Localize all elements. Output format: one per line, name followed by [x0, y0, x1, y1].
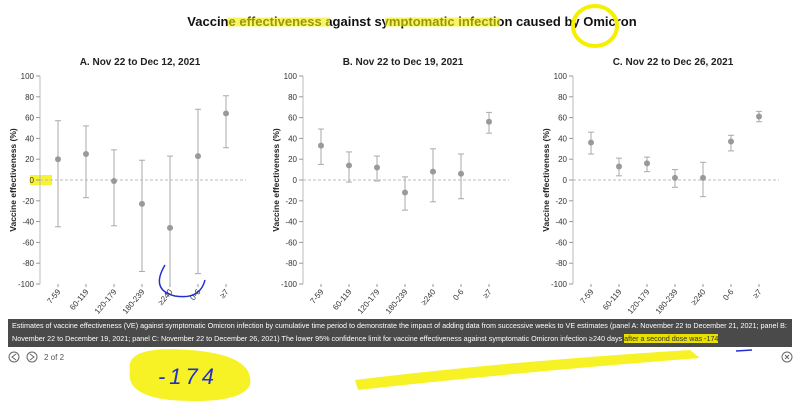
- y-tick-label: 60: [558, 114, 567, 123]
- y-tick-label: 80: [25, 93, 34, 102]
- y-tick-label: 40: [25, 134, 34, 143]
- point: [402, 189, 408, 196]
- x-tick-label: ≥240: [156, 287, 175, 307]
- y-tick-label: 20: [25, 155, 34, 164]
- y-tick-label: 60: [25, 114, 34, 123]
- caption-highlight: after a second dose was -174: [624, 333, 719, 343]
- error-bar-group: [111, 149, 117, 227]
- y-tick-label: -80: [22, 259, 34, 268]
- y-tick-label: -20: [285, 197, 297, 206]
- point: [756, 113, 762, 120]
- error-bar-group: [430, 148, 436, 203]
- y-tick-label: -100: [551, 280, 568, 289]
- x-tick-label: 180-239: [121, 287, 147, 316]
- x-tick-label: ≥240: [419, 287, 438, 307]
- y-tick-label: 40: [288, 134, 297, 143]
- caption: Estimates of vaccine effectiveness (VE) …: [8, 319, 792, 347]
- point: [644, 160, 650, 167]
- error-bar-group: [83, 125, 89, 199]
- y-tick-label: -40: [285, 218, 297, 227]
- x-tick-label: 180-239: [384, 287, 410, 316]
- panel-title: B. Nov 22 to Dec 19, 2021: [343, 57, 464, 68]
- x-tick-label: 60-119: [601, 287, 624, 312]
- x-tick-label: 120-179: [626, 287, 652, 316]
- panel: A. Nov 22 to Dec 12, 2021 Vaccine effecti…: [8, 57, 246, 316]
- y-tick-label: 60: [288, 114, 297, 123]
- y-tick-label: -100: [18, 280, 35, 289]
- point: [374, 164, 380, 171]
- x-tick-label: 120-179: [356, 287, 382, 316]
- x-tick-label: 120-179: [93, 287, 119, 316]
- y-tick-label: 20: [288, 155, 297, 164]
- y-tick-label: -20: [555, 197, 567, 206]
- y-tick-label: 40: [558, 134, 567, 143]
- point: [83, 151, 89, 157]
- error-bar-group: [167, 155, 173, 284]
- y-tick-label: 100: [554, 72, 568, 81]
- y-tick-label: -60: [555, 238, 567, 247]
- x-tick-label: 7-59: [578, 287, 596, 305]
- point: [672, 174, 678, 181]
- point: [430, 168, 436, 175]
- x-tick-label: ≥240: [689, 287, 708, 307]
- y-tick-label: 100: [21, 72, 35, 81]
- point: [728, 138, 734, 145]
- error-bar-group: [139, 159, 145, 273]
- point: [346, 162, 352, 169]
- y-tick-label: -80: [285, 259, 297, 268]
- x-tick-label: 180-239: [654, 287, 680, 316]
- panel-title: C. Nov 22 to Dec 26, 2021: [613, 57, 734, 68]
- x-tick-label: 0-6: [451, 287, 466, 302]
- point: [167, 224, 173, 231]
- panel-title: A. Nov 22 to Dec 12, 2021: [80, 57, 201, 68]
- annotation-circle: [158, 264, 206, 298]
- error-bar-group: [55, 120, 61, 228]
- x-tick-label: 60-119: [331, 287, 354, 312]
- point: [111, 178, 117, 185]
- y-axis-label: Vaccine effectiveness (%): [541, 128, 551, 232]
- y-tick-label: 80: [288, 93, 297, 102]
- panel: B. Nov 22 to Dec 19, 2021 Vaccine effecti…: [271, 57, 509, 316]
- y-tick-label: -80: [555, 259, 567, 268]
- point: [139, 200, 145, 207]
- x-tick-label: ≥7: [481, 287, 494, 300]
- y-axis-label: Vaccine effectiveness (%): [271, 128, 281, 232]
- error-bar-group: [223, 95, 229, 149]
- x-tick-label: 7-59: [308, 287, 326, 305]
- y-tick-label: -60: [285, 238, 297, 247]
- panel: C. Nov 22 to Dec 26, 2021 Vaccine effecti…: [541, 57, 779, 316]
- x-tick-label: ≥7: [218, 287, 231, 300]
- point: [700, 174, 706, 181]
- point: [318, 142, 324, 149]
- error-bar-group: [195, 108, 201, 275]
- y-tick-label: 20: [558, 155, 567, 164]
- y-tick-label: -40: [22, 218, 34, 227]
- annotation-circle: [571, 4, 619, 48]
- y-tick-label: 0: [563, 176, 568, 185]
- x-tick-label: 0-6: [721, 287, 736, 302]
- point: [195, 153, 201, 160]
- y-tick-label: -60: [22, 238, 34, 247]
- y-tick-label: 0: [293, 176, 298, 185]
- y-tick-label: -20: [22, 197, 34, 206]
- y-tick-label: 0: [30, 176, 35, 185]
- y-tick-label: 100: [284, 72, 298, 81]
- point: [55, 156, 61, 163]
- y-axis-label: Vaccine effectiveness (%): [8, 128, 18, 232]
- y-tick-label: -100: [281, 280, 298, 289]
- x-tick-label: 7-59: [45, 287, 63, 305]
- point: [486, 118, 492, 125]
- y-tick-label: 80: [558, 93, 567, 102]
- point: [223, 110, 229, 117]
- point: [458, 170, 464, 177]
- y-tick-label: -40: [555, 218, 567, 227]
- caption-text: Estimates of vaccine effectiveness (VE) …: [12, 321, 787, 343]
- point: [616, 163, 622, 170]
- x-tick-label: 60-119: [68, 287, 91, 312]
- x-tick-label: ≥7: [751, 287, 764, 300]
- point: [588, 139, 594, 146]
